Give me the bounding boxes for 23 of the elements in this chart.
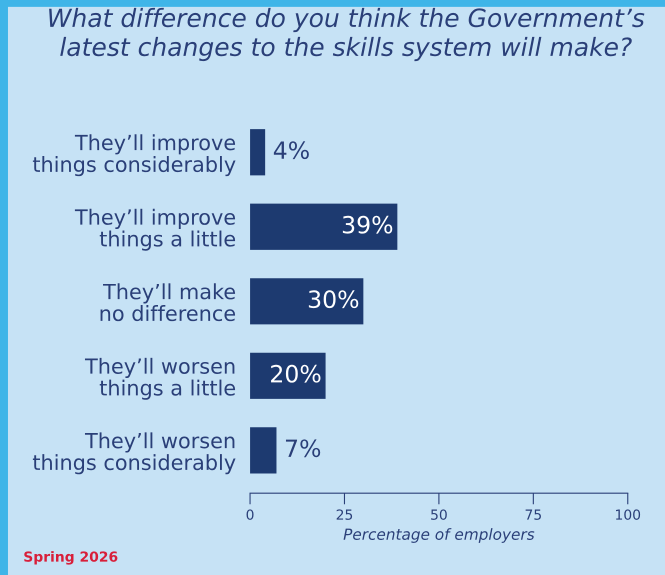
data-label: 39% [342, 216, 392, 234]
bar [250, 129, 266, 176]
bar [250, 278, 364, 324]
x-tick-label: 75 [526, 510, 541, 520]
bar [250, 427, 276, 474]
data-label: 20% [271, 364, 321, 383]
x-tick-label: 0 [246, 509, 254, 520]
bar [250, 204, 398, 250]
bar [250, 352, 326, 399]
data-label: 30% [308, 290, 358, 308]
x-tick-label: 50 [431, 509, 447, 520]
y-tick-label: They’ll worsen things considerably [32, 432, 236, 474]
y-tick-label: They’ll improve things a little [74, 208, 236, 251]
text: Spring 2026 [24, 551, 118, 565]
data-label: 7% [286, 439, 320, 458]
data-label: 4% [274, 141, 309, 160]
chart-title: What difference do you think the Government’s latest changes to the skills system will make? [49, 8, 644, 62]
x-tick-label: 100 [616, 509, 640, 520]
x-tick-label: 25 [336, 509, 352, 520]
y-tick-label: They’ll worsen things a little [84, 358, 236, 400]
x-axis-title: Percentage of employers [344, 528, 534, 543]
y-tick-label: They’ll improve things considerably [32, 134, 236, 176]
y-tick-label: They’ll make no difference [100, 283, 236, 322]
